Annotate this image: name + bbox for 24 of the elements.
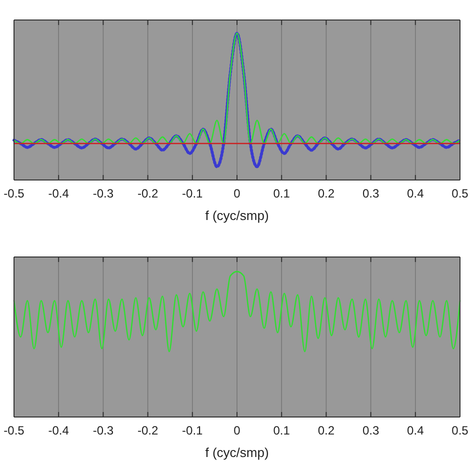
x-tick-label: 0.5	[452, 186, 469, 201]
x-tick-label: -0.2	[137, 186, 158, 201]
x-tick-label: -0.4	[48, 186, 70, 201]
x-tick-label: 0.2	[318, 424, 335, 438]
x-tick-label: 0.3	[362, 424, 380, 438]
x-tick-label: -0.2	[137, 424, 158, 438]
x-tick-label: 0	[234, 424, 241, 438]
x-tick-label: -0.5	[4, 424, 25, 438]
x-tick-label: 0	[234, 186, 241, 201]
x-tick-label: 0.5	[452, 424, 469, 438]
x-tick-label: -0.5	[4, 186, 25, 201]
x-tick-label: -0.1	[182, 424, 204, 438]
x-tick-label: -0.4	[48, 424, 70, 438]
x-tick-label: -0.1	[182, 186, 204, 201]
x-tick-label: -0.3	[92, 186, 114, 201]
x-tick-label: 0.4	[407, 186, 424, 201]
x-tick-label: 0.1	[273, 424, 290, 438]
x-tick-label: 0.3	[362, 186, 380, 201]
x-tick-label: -0.3	[92, 424, 114, 438]
x-axis-title: f (cyc/smp)	[205, 208, 269, 223]
x-tick-label: 0.4	[407, 424, 424, 438]
x-axis-title: f (cyc/smp)	[205, 445, 269, 460]
x-tick-label: 0.1	[273, 186, 290, 201]
x-tick-label: 0.2	[318, 186, 335, 201]
